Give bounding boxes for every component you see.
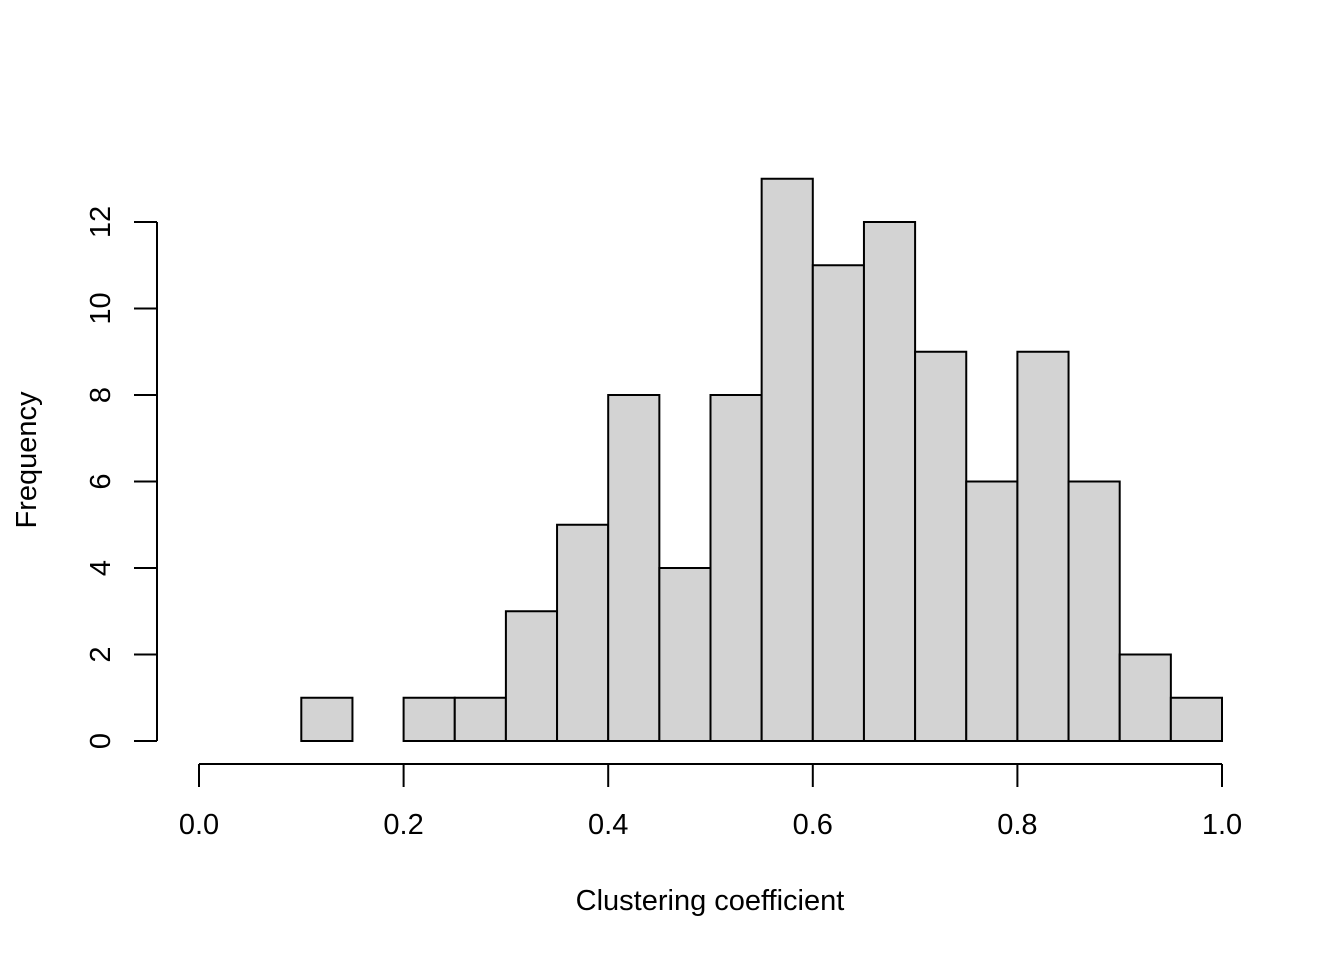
bar-17 [1067,480,1121,742]
x-tick-label-0: 0.0 [179,809,219,841]
y-tick-label-1: 2 [85,646,117,662]
y-tick-label-2: 4 [85,560,117,576]
bar-8 [607,394,661,742]
bar-12 [811,264,865,742]
x-tick-label-5: 1.0 [1202,809,1242,841]
bar-4 [402,696,456,742]
bar-14 [914,350,968,742]
x-axis-title: Clustering coefficient [576,885,845,917]
y-axis-title: Frequency [11,391,43,529]
y-tick-label-3: 6 [85,473,117,489]
y-tick-label-0: 0 [85,733,117,749]
bar-7 [556,523,610,742]
x-tick-label-2: 0.4 [588,809,628,841]
bar-13 [862,221,917,742]
bar-15 [965,480,1019,742]
bar-6 [504,610,559,742]
bar-16 [1016,350,1070,742]
x-axis: 0.0 0.2 0.4 0.6 0.8 1.0 [179,763,1242,841]
bar-18 [1118,653,1172,742]
bar-5 [453,696,507,742]
y-tick-label-6: 12 [85,206,117,238]
y-tick-label-4: 8 [85,387,117,403]
bars-group [300,177,1223,742]
y-tick-label-5: 10 [85,292,117,324]
bar-11 [760,177,814,742]
bar-9 [658,567,712,742]
x-tick-label-3: 0.6 [793,809,833,841]
y-axis: 0 2 4 6 8 10 12 [85,206,158,749]
bar-2 [300,696,354,742]
x-tick-label-1: 0.2 [383,809,423,841]
x-tick-label-4: 0.8 [997,809,1037,841]
bar-10 [709,394,763,742]
bar-19 [1169,696,1223,742]
